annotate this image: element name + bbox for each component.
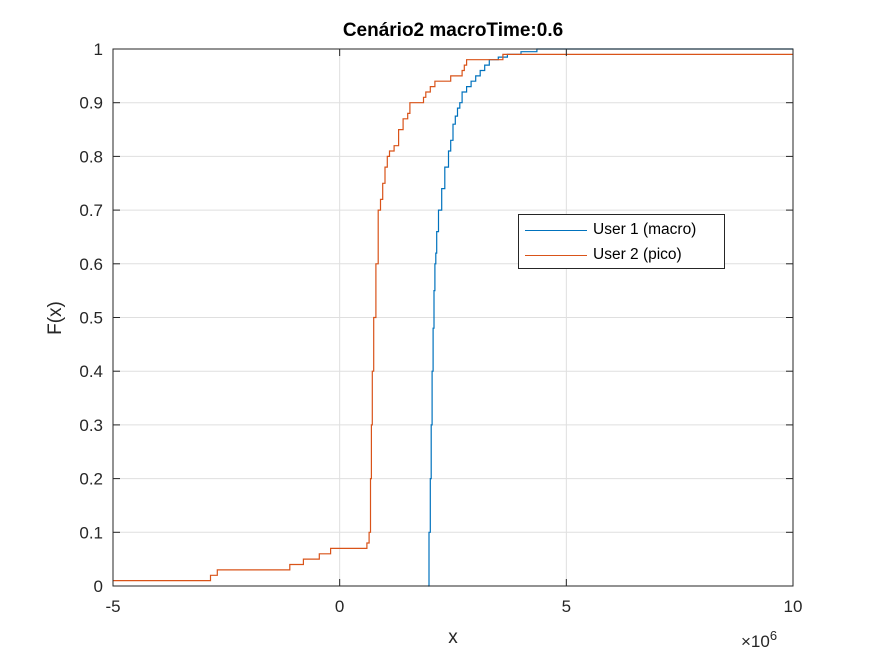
y-tick-label: 0.3 xyxy=(79,416,103,435)
y-tick-label: 0.4 xyxy=(79,362,103,381)
series-line-1 xyxy=(428,48,793,587)
chart-title: Cenário2 macroTime:0.6 xyxy=(342,20,564,41)
legend-swatch-user1 xyxy=(525,229,587,231)
legend-label-user2: User 2 (pico) xyxy=(593,246,682,263)
y-tick-label: 1 xyxy=(94,40,103,59)
x-axis-label: x xyxy=(448,627,458,648)
y-tick-label: 0.8 xyxy=(79,147,103,166)
y-tick-label: 0.2 xyxy=(79,470,103,489)
x-tick-label: 5 xyxy=(562,597,571,616)
x-exponent-base: ×10 xyxy=(741,632,770,651)
series-lines xyxy=(113,48,793,587)
x-tick-label: 10 xyxy=(784,597,803,616)
y-tick-label: 0.1 xyxy=(79,523,103,542)
y-tick-label: 0.6 xyxy=(79,255,103,274)
x-exponent-power: 6 xyxy=(769,628,778,643)
legend-label-user1: User 1 (macro) xyxy=(593,221,697,238)
y-tick-label: 0.9 xyxy=(79,94,103,113)
tick-marks xyxy=(112,48,794,587)
x-axis-exponent: ×106 xyxy=(741,628,777,652)
legend-item-user2[interactable]: User 2 (pico) xyxy=(519,243,682,267)
series-line-2 xyxy=(113,53,793,582)
legend-swatch-user2 xyxy=(525,254,587,256)
x-tick-label: 0 xyxy=(335,597,344,616)
legend[interactable]: User 1 (macro) User 2 (pico) xyxy=(518,214,725,269)
y-axis-label: F(x) xyxy=(45,301,66,335)
legend-item-user1[interactable]: User 1 (macro) xyxy=(519,218,696,242)
y-tick-label: 0.5 xyxy=(79,309,103,328)
y-tick-label: 0.7 xyxy=(79,201,103,220)
y-tick-label: 0 xyxy=(94,577,103,596)
x-tick-label: -5 xyxy=(105,597,120,616)
